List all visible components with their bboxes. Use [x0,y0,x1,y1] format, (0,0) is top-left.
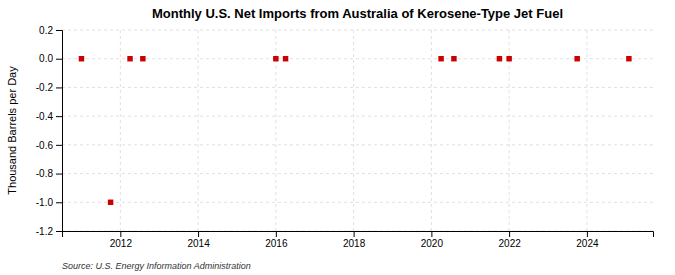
axis-line [63,232,654,238]
tick: 2016 [265,231,288,249]
tick: 2022 [499,231,522,249]
grid [62,30,653,231]
grid-line [431,30,432,231]
grid-line [353,30,354,231]
grid-line [198,30,199,231]
plot-area: 2012 2014 2016 2018 2020 2022 2024 0.2 0.0 -0.2 -0… [36,25,654,249]
point [506,56,511,61]
tick-mark [198,231,199,237]
tick-label: 2016 [265,238,288,249]
tick: -0.8 [36,168,62,179]
tick: -0.4 [36,111,62,122]
point [497,56,502,61]
tick: 2018 [343,231,366,249]
grid-line [62,87,653,88]
tick: 0.2 [39,25,62,36]
tick-mark [56,87,62,88]
tick-label: 2024 [576,238,599,249]
grid-line [586,30,587,231]
grid-line [62,58,653,59]
tick-label: 2018 [343,238,366,249]
chart: 2012 2014 2016 2018 2020 2022 2024 0.2 0.0 -0.2 -0… [0,0,675,275]
tick: -0.6 [36,140,62,151]
grid-line [62,30,653,31]
tick-mark [56,231,62,232]
tick: -1.2 [36,226,62,237]
point [283,56,288,61]
tick-label: 0.0 [39,53,53,64]
tick-mark [120,231,121,237]
tick-mark [56,59,62,60]
point [108,200,113,205]
tick: 2024 [576,231,599,249]
grid-line [62,144,653,145]
tick-mark [587,231,588,237]
point [451,56,456,61]
tick-mark [56,174,62,175]
tick: 0.0 [39,53,62,64]
tick-label: 2014 [187,238,210,249]
tick-label: -1.0 [36,197,54,208]
tick-label: 0.2 [39,25,53,36]
tick-label: -0.6 [36,140,54,151]
tick-label: -0.8 [36,168,54,179]
x-axis: 2012 2014 2016 2018 2020 2022 2024 [63,231,654,249]
tick-mark [276,231,277,237]
tick: -0.2 [36,82,62,93]
grid-line [120,30,121,231]
title: Monthly U.S. Net Imports from Australia … [152,6,563,21]
tick: -1.0 [36,197,62,208]
tick-label: 2022 [499,238,522,249]
tick: 2012 [110,231,133,249]
y-axis: 0.2 0.0 -0.2 -0.4 -0.6 -0.8 -1.0 -1.2 [36,25,63,237]
point [438,56,443,61]
annotation: Source: U.S. Energy Information Administ… [62,261,251,271]
tick-mark [56,116,62,117]
marks [79,56,632,205]
tick: 2020 [421,231,444,249]
tick-label: -0.4 [36,111,54,122]
point [273,56,278,61]
tick-label: -0.2 [36,82,54,93]
point [140,56,145,61]
grid-line [62,202,653,203]
tick-mark [354,231,355,237]
tick-mark [56,145,62,146]
tick: 2014 [187,231,210,249]
tick-mark [56,30,62,31]
tick-label: -1.2 [36,226,54,237]
tick-mark [509,231,510,237]
grid-line [62,173,653,174]
grid-line [62,116,653,117]
point [574,56,579,61]
point [626,56,631,61]
point [127,56,132,61]
y-axis-label: Thousand Barrels per Day [6,66,18,195]
tick-mark [431,231,432,237]
axis-line [56,31,63,232]
tick-label: 2012 [110,238,133,249]
point [79,56,84,61]
tick-mark [56,202,62,203]
tick-label: 2020 [421,238,444,249]
